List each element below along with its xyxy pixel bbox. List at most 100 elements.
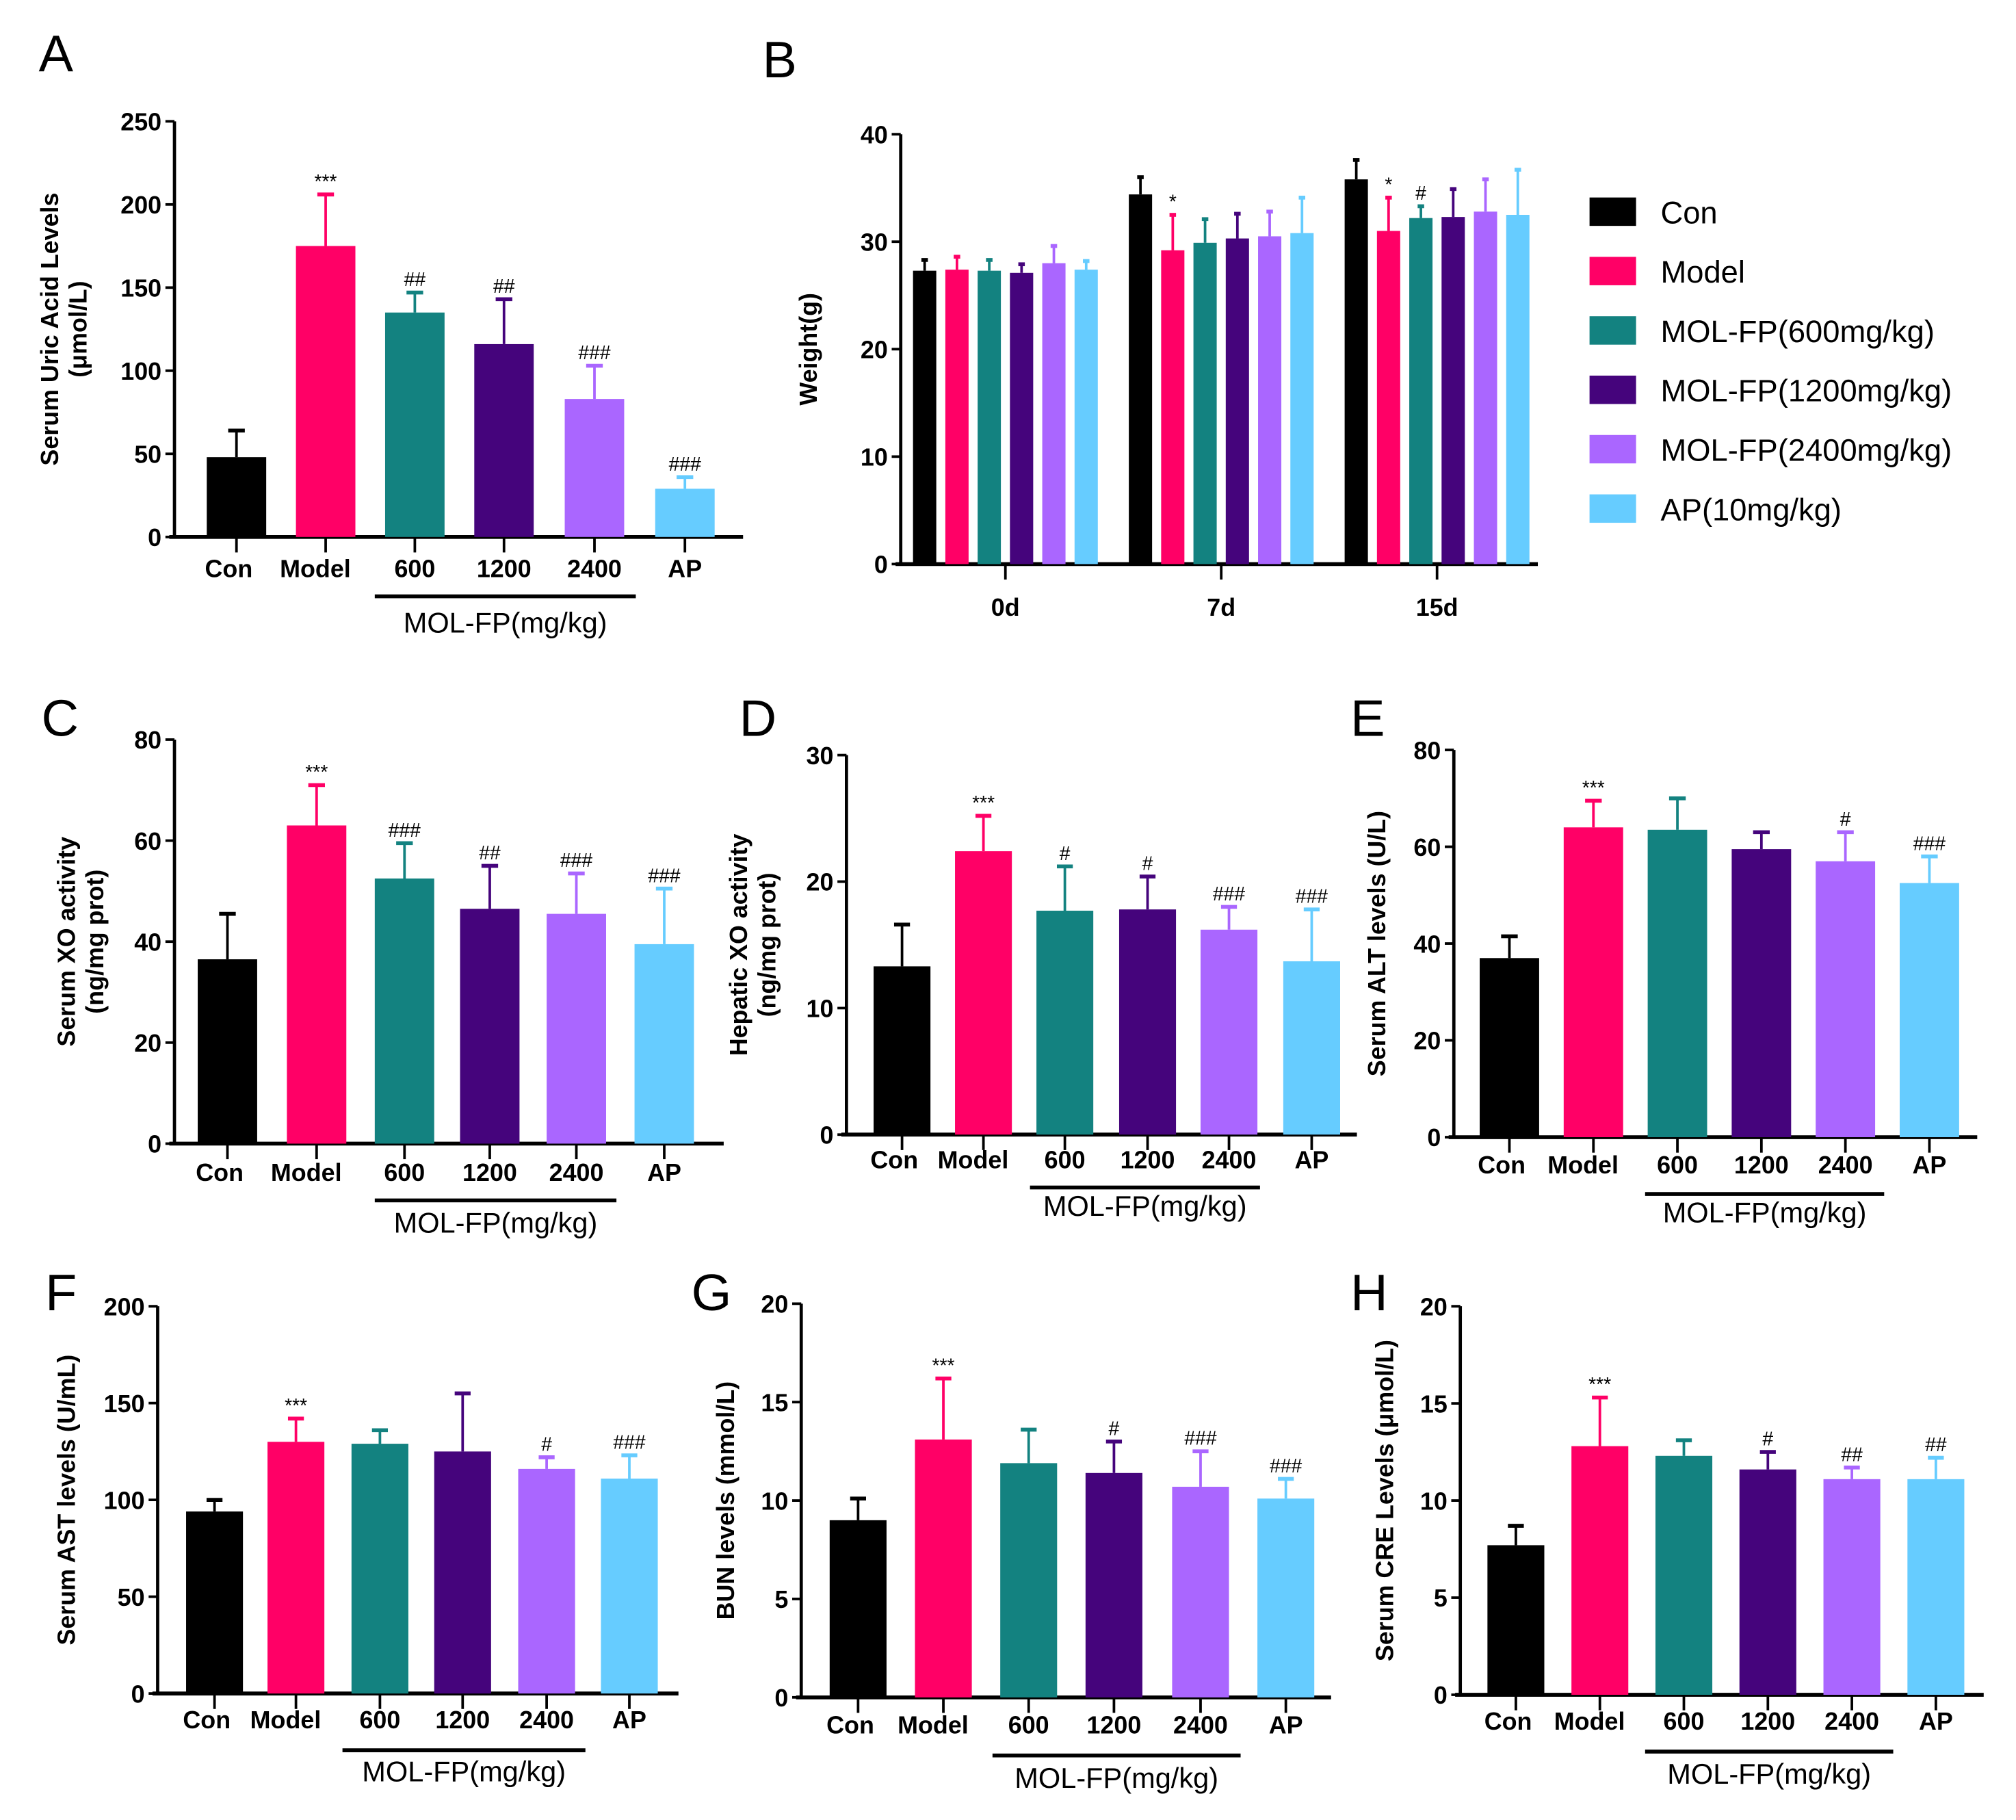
bar: [1907, 1479, 1965, 1695]
x-tick-label: 600: [1045, 1146, 1086, 1173]
legend-label: AP(10mg/kg): [1660, 492, 1842, 527]
bar: [1571, 1446, 1629, 1695]
y-axis-label: Weight(g): [795, 293, 822, 406]
x-tick-label: 2400: [1202, 1146, 1257, 1173]
x-tick-label: 2400: [549, 1159, 604, 1186]
y-tick-label: 20: [1413, 1028, 1441, 1055]
y-tick-label: 5: [774, 1586, 788, 1613]
x-tick-label: 600: [1664, 1708, 1705, 1735]
bar: [1739, 1469, 1796, 1695]
y-tick-label: 250: [120, 109, 161, 136]
significance-label: ***: [1588, 1373, 1611, 1395]
y-axis-label: Serum CRE Levels (μmol/L): [1371, 1340, 1398, 1661]
bar: [955, 851, 1012, 1135]
bar: [1506, 214, 1530, 564]
significance-label: ##: [1925, 1433, 1947, 1455]
significance-label: #: [1109, 1417, 1120, 1439]
y-tick-label: 0: [774, 1685, 788, 1712]
y-tick-label: 5: [1434, 1585, 1448, 1612]
x-tick-label: AP: [612, 1706, 646, 1734]
legend-swatch: [1589, 316, 1636, 345]
bar: [1225, 238, 1249, 564]
bar: [978, 270, 1002, 564]
bar: [1085, 1472, 1142, 1698]
y-tick-label: 60: [1413, 834, 1441, 861]
bar: [1647, 829, 1707, 1138]
significance-label: ###: [1913, 832, 1946, 854]
bar: [634, 944, 694, 1144]
significance-label: ***: [932, 1354, 955, 1376]
panel-letter: F: [45, 1264, 77, 1322]
x-tick-label: 2400: [1824, 1708, 1879, 1735]
significance-label: ###: [648, 864, 681, 886]
y-tick-label: 40: [1413, 931, 1441, 958]
x-tick-label: 2400: [567, 555, 622, 582]
bar: [1042, 263, 1066, 564]
bar: [474, 343, 534, 537]
legend-label: Con: [1660, 195, 1717, 230]
bar: [1172, 1486, 1229, 1698]
panel-b: 0 10 20 30 40 B Weight(g) 0d 7d * 15d * # Con Model MOL…: [763, 31, 1952, 621]
bar: [1899, 883, 1959, 1138]
y-tick-label: 0: [131, 1680, 145, 1708]
bar: [1344, 179, 1368, 564]
significance-label: ***: [1582, 777, 1605, 798]
significance-label: ###: [669, 453, 702, 475]
x-tick-label: Con: [183, 1706, 231, 1734]
x-tick-label: 7d: [1207, 594, 1235, 621]
significance-label: ###: [1296, 885, 1328, 907]
y-tick-label: 0: [148, 524, 161, 551]
panel-d: 0 10 20 30 D Hepatic XO activity (ng/mg prot) C…: [725, 690, 1357, 1222]
bar: [1487, 1545, 1545, 1695]
group-label: MOL-FP(mg/kg): [362, 1755, 566, 1787]
y-axis-label: Serum AST levels (U/mL): [53, 1355, 81, 1646]
significance-label: ###: [389, 819, 421, 841]
y-tick-label: 20: [761, 1291, 788, 1318]
bar: [1193, 242, 1217, 564]
significance-label: ###: [1184, 1427, 1217, 1449]
x-tick-label: 15d: [1416, 594, 1458, 621]
group-label: MOL-FP(mg/kg): [1663, 1197, 1867, 1229]
significance-label: ##: [1841, 1443, 1863, 1465]
y-tick-label: 80: [134, 727, 161, 754]
bar: [1118, 909, 1177, 1135]
bar: [267, 1442, 325, 1694]
panel-letter: G: [692, 1264, 732, 1322]
panel-e: 0 20 40 60 80 E Serum ALT levels (U/L) Con Model…: [1350, 690, 1978, 1229]
legend-swatch: [1589, 434, 1636, 464]
x-tick-label: 1200: [1740, 1708, 1795, 1735]
legend-swatch: [1589, 257, 1636, 285]
bar: [1409, 218, 1433, 564]
bar: [1441, 217, 1465, 564]
bar: [1074, 270, 1098, 564]
y-axis-label: (ng/mg prot): [81, 870, 109, 1014]
y-tick-label: 20: [861, 337, 888, 364]
x-tick-label: 2400: [519, 1706, 574, 1734]
y-axis-label: Serum Uric Acid Levels: [36, 193, 64, 466]
bar: [1290, 233, 1314, 564]
significance-label: ###: [560, 849, 593, 871]
y-tick-label: 200: [120, 192, 161, 219]
y-tick-label: 20: [1420, 1293, 1448, 1321]
y-axis-label: (μmol/L): [65, 281, 92, 377]
y-tick-label: 20: [134, 1030, 161, 1057]
significance-label: #: [541, 1433, 552, 1455]
y-tick-label: 100: [120, 358, 161, 385]
bar: [601, 1479, 658, 1694]
x-tick-label: 1200: [1086, 1712, 1141, 1739]
bar: [518, 1468, 575, 1694]
y-tick-label: 30: [807, 742, 834, 770]
x-tick-label: Model: [938, 1146, 1009, 1173]
significance-label: ***: [305, 761, 328, 783]
significance-label: ##: [493, 275, 515, 297]
y-tick-label: 200: [104, 1293, 145, 1321]
significance-label: ##: [479, 842, 501, 863]
bar: [1283, 961, 1340, 1135]
y-tick-label: 20: [807, 869, 834, 896]
x-tick-label: 2400: [1818, 1152, 1873, 1179]
panel-f: 0 50 100 150 200 F Serum AST levels (U/mL) Con M…: [45, 1264, 679, 1787]
bar: [1129, 194, 1153, 564]
x-tick-label: Con: [1484, 1708, 1532, 1735]
y-axis-label: Hepatic XO activity: [725, 834, 752, 1056]
